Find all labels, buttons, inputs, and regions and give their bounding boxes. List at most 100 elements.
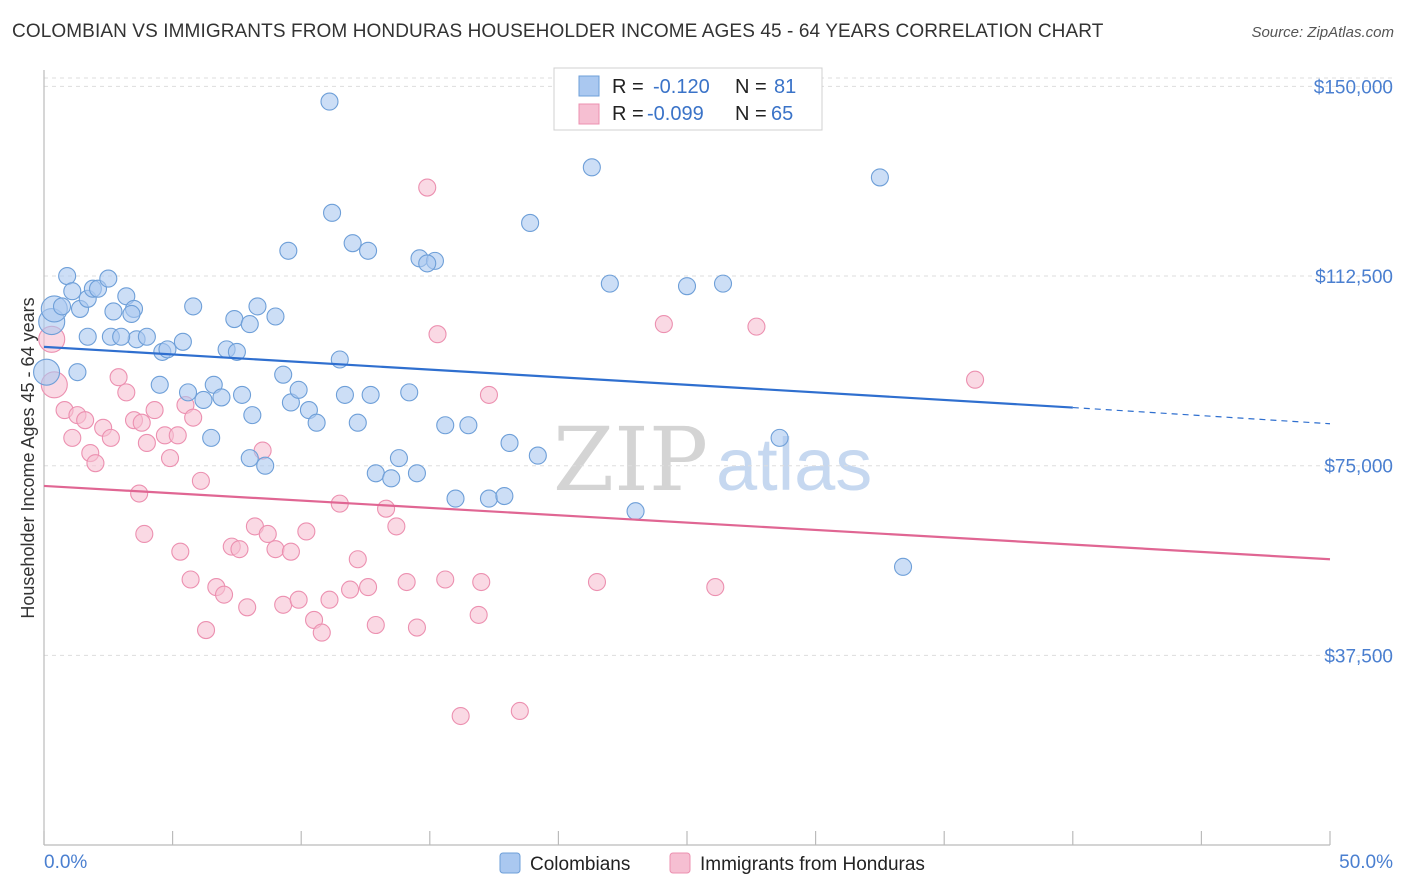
- honduras-point: [258, 524, 277, 544]
- y-tick-label: $75,000: [1324, 457, 1393, 478]
- y-axis-title: Householder Income Ages 45 - 64 years: [18, 297, 38, 618]
- colombian-point: [178, 383, 198, 402]
- honduras-point: [86, 454, 105, 473]
- honduras-point: [109, 368, 128, 387]
- correlation-legend: R = -0.120 N = 81 R = -0.099 N = 65: [553, 67, 823, 131]
- colombian-point: [184, 297, 203, 316]
- colombian-point: [436, 416, 455, 435]
- legend-n-label-2: N =: [735, 103, 767, 125]
- honduras-point: [196, 621, 216, 640]
- colombian-point: [112, 327, 131, 346]
- colombian-point: [63, 282, 82, 301]
- honduras-point: [274, 595, 293, 614]
- honduras-point: [359, 578, 378, 597]
- colombian-point: [323, 203, 342, 222]
- colombian-point: [479, 489, 499, 508]
- honduras-point: [706, 578, 725, 597]
- colombian-point: [335, 385, 354, 404]
- honduras-point: [230, 540, 249, 559]
- honduras-point: [341, 580, 360, 599]
- honduras-point: [966, 370, 985, 389]
- trend-lines: [43, 345, 1331, 561]
- colombian-point: [78, 327, 97, 346]
- colombian-point: [33, 358, 61, 386]
- colombian-point: [893, 557, 913, 576]
- honduras-point: [469, 605, 488, 624]
- colombian-point: [320, 92, 339, 111]
- colombian-point: [227, 342, 246, 361]
- colombian-point: [212, 388, 231, 407]
- colombian-point: [348, 413, 367, 432]
- honduras-point: [130, 484, 149, 503]
- colombian-point: [266, 307, 285, 326]
- y-tick-labels: $37,500 $75,000 $112,500 $150,000: [1314, 77, 1393, 667]
- legend-r-value-2: -0.099: [647, 103, 704, 125]
- colombian-point: [382, 469, 401, 488]
- colombian-point: [256, 456, 275, 475]
- honduras-point: [137, 433, 156, 452]
- bottom-legend-swatch-honduras: [669, 852, 691, 874]
- colombian-point: [521, 213, 540, 232]
- colombian-point: [713, 274, 733, 293]
- honduras-point: [266, 540, 285, 559]
- honduras-point: [135, 524, 154, 544]
- honduras-point: [479, 385, 499, 404]
- colombian-point: [407, 464, 426, 483]
- chart-title: COLOMBIAN VS IMMIGRANTS FROM HONDURAS HO…: [12, 21, 1104, 42]
- honduras-point: [289, 590, 308, 609]
- colombian-trend-extension: [1072, 406, 1331, 425]
- legend-n-label-1: N =: [735, 76, 767, 98]
- bottom-legend-swatch-colombians: [499, 852, 521, 874]
- honduras-point: [407, 618, 426, 637]
- colombian-point: [582, 158, 601, 177]
- legend-n-value-2: 65: [771, 103, 793, 125]
- honduras-point: [451, 706, 470, 726]
- colombian-trend-line: [43, 345, 1073, 409]
- colombian-point: [400, 383, 419, 402]
- colombian-point: [137, 327, 156, 346]
- colombian-point: [104, 302, 123, 321]
- colombian-point: [194, 390, 213, 410]
- honduras-point: [387, 517, 406, 536]
- honduras-point: [297, 522, 316, 541]
- honduras-point: [76, 411, 95, 430]
- honduras-point: [747, 317, 766, 336]
- honduras-point: [160, 449, 180, 468]
- honduras-point: [238, 598, 257, 617]
- honduras-point: [587, 572, 607, 592]
- honduras-point: [366, 615, 385, 635]
- colombian-point: [202, 428, 221, 447]
- colombian-point: [446, 489, 465, 508]
- honduras-point: [101, 428, 120, 447]
- bottom-legend-honduras: Immigrants from Honduras: [700, 854, 925, 875]
- honduras-point: [320, 590, 339, 609]
- legend-swatch-colombians: [578, 75, 600, 97]
- colombian-point: [870, 168, 889, 187]
- colombian-point: [500, 433, 519, 452]
- colombian-point: [52, 297, 72, 316]
- honduras-point: [312, 623, 331, 642]
- grid: [44, 77, 1393, 656]
- colombian-point: [274, 365, 293, 384]
- legend-r-label-1: R =: [612, 76, 644, 98]
- colombian-point: [225, 309, 244, 329]
- y-tick-label: $112,500: [1315, 267, 1393, 288]
- honduras-point: [281, 542, 300, 561]
- colombian-point: [122, 304, 141, 324]
- honduras-point: [472, 572, 491, 592]
- honduras-point: [428, 325, 447, 344]
- honduras-point: [117, 383, 136, 402]
- colombian-point: [600, 274, 619, 293]
- colombian-point: [243, 406, 262, 425]
- colombian-point: [418, 254, 437, 273]
- honduras-point: [654, 315, 673, 334]
- honduras-point: [348, 550, 367, 569]
- honduras-point: [184, 408, 203, 427]
- colombian-point: [68, 363, 87, 382]
- colombian-point: [150, 375, 169, 394]
- source-credit: Source: ZipAtlas.com: [1251, 24, 1394, 41]
- y-tick-label: $37,500: [1324, 646, 1393, 667]
- colombian-point: [459, 416, 478, 435]
- colombian-point: [248, 297, 267, 316]
